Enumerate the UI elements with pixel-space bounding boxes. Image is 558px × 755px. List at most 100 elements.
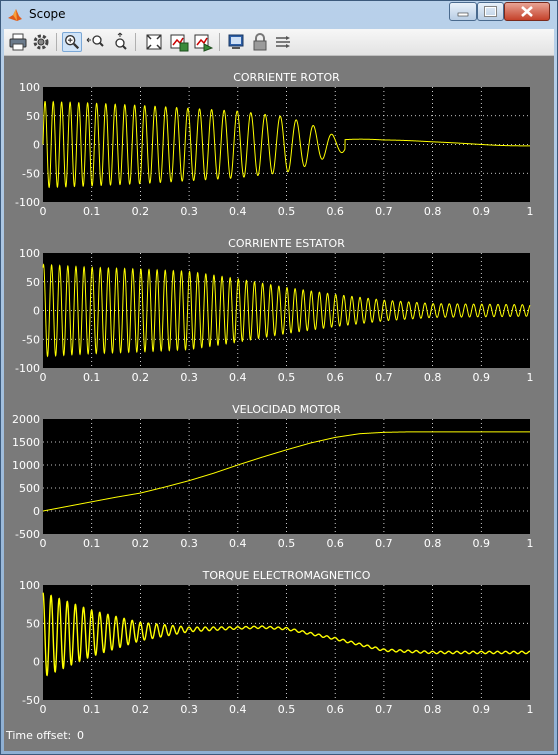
x-tick-label: 1	[527, 703, 534, 716]
x-tick-label: 0.5	[278, 703, 296, 716]
title-bar[interactable]: Scope	[1, 1, 557, 29]
x-tick-label: 0.3	[180, 703, 198, 716]
figure-area: CORRIENTE ROTOR 0 0.1 0.2 0.3 0.4 0.5 0.6 0.7 0.8…	[4, 56, 554, 751]
minimize-icon	[457, 12, 469, 17]
zoom-y-icon[interactable]	[110, 32, 130, 52]
axes-1: CORRIENTE ROTOR 0 0.1 0.2 0.3 0.4 0.5 0.6 0.7 0.8…	[15, 71, 533, 218]
x-tick-label: 0.4	[229, 703, 247, 716]
close-icon	[521, 6, 533, 17]
x-tick-label: 0.8	[424, 205, 442, 218]
zoom-x-icon[interactable]	[86, 32, 106, 52]
y-tick-label: 100	[19, 247, 40, 260]
scope-plots[interactable]: CORRIENTE ROTOR 0 0.1 0.2 0.3 0.4 0.5 0.6 0.7 0.8…	[4, 56, 554, 751]
maximize-icon	[484, 6, 497, 17]
plot-title: CORRIENTE ESTATOR	[228, 237, 345, 250]
x-tick-label: 0.4	[229, 205, 247, 218]
x-tick-label: 0.7	[375, 371, 393, 384]
y-tick-label: 50	[26, 617, 40, 630]
x-tick-label: 0.7	[375, 537, 393, 550]
y-tick-label: 100	[19, 579, 40, 592]
print-icon[interactable]	[8, 32, 28, 52]
y-tick-label: -100	[15, 196, 40, 209]
x-tick-label: 0	[40, 537, 47, 550]
zoom-icon[interactable]	[62, 32, 82, 52]
x-tick-label: 0.9	[473, 703, 491, 716]
close-button[interactable]	[504, 2, 550, 21]
toolbar	[4, 29, 554, 56]
x-tick-label: 0.9	[473, 537, 491, 550]
x-tick-label: 0.7	[375, 205, 393, 218]
x-tick-label: 0.1	[83, 537, 101, 550]
time-offset-label: Time offset:	[6, 729, 72, 742]
parameters-icon[interactable]	[31, 32, 51, 52]
x-tick-label: 1	[527, 205, 534, 218]
y-tick-label: 0	[33, 656, 40, 669]
y-tick-label: 0	[33, 505, 40, 518]
y-tick-label: 50	[26, 110, 40, 123]
x-tick-label: 0.1	[83, 371, 101, 384]
x-tick-label: 0.8	[424, 703, 442, 716]
toolbar-separator	[56, 33, 57, 51]
minimize-button[interactable]	[449, 2, 477, 21]
y-tick-label: -100	[15, 362, 40, 375]
x-tick-label: 0.7	[375, 703, 393, 716]
axes-2: CORRIENTE ESTATOR 0 0.1 0.2 0.3 0.4 0.5 0.6 0.7 0…	[15, 237, 533, 384]
y-tick-label: 50	[26, 276, 40, 289]
x-tick-label: 1	[527, 537, 534, 550]
x-tick-label: 0.2	[132, 371, 150, 384]
x-tick-label: 0.5	[278, 537, 296, 550]
x-tick-label: 0.6	[326, 703, 344, 716]
y-tick-label: 1000	[12, 459, 40, 472]
plot-title: TORQUE ELECTROMAGNETICO	[202, 569, 371, 582]
y-tick-label: -500	[15, 528, 40, 541]
x-tick-label: 0.1	[83, 205, 101, 218]
y-tick-label: 2000	[12, 413, 40, 426]
y-tick-label: -50	[22, 167, 40, 180]
restore-axes-icon[interactable]	[193, 32, 213, 52]
autoscale-icon[interactable]	[144, 32, 164, 52]
x-tick-label: 0.5	[278, 205, 296, 218]
floating-scope-icon[interactable]	[226, 32, 246, 52]
signal-trace	[42, 263, 531, 358]
y-tick-label: 1500	[12, 436, 40, 449]
x-tick-label: 0	[40, 205, 47, 218]
x-tick-label: 0.9	[473, 371, 491, 384]
x-tick-label: 0.2	[132, 205, 150, 218]
x-tick-label: 0.9	[473, 205, 491, 218]
axes-3: VELOCIDAD MOTOR 0 0.1 0.2 0.3 0.4 0.5 0.6 0.7 0.8…	[12, 403, 534, 550]
x-tick-label: 0.5	[278, 371, 296, 384]
lock-icon[interactable]	[250, 32, 270, 52]
y-tick-label: -50	[22, 333, 40, 346]
maximize-button[interactable]	[477, 2, 504, 21]
x-tick-label: 0.3	[180, 205, 198, 218]
x-tick-label: 0.3	[180, 537, 198, 550]
signal-selector-icon[interactable]	[274, 32, 294, 52]
y-tick-label: 0	[33, 305, 40, 318]
x-tick-label: 0	[40, 703, 47, 716]
x-tick-label: 0.4	[229, 537, 247, 550]
matlab-icon	[8, 9, 22, 21]
x-tick-label: 0.4	[229, 371, 247, 384]
signal-trace	[42, 592, 530, 677]
plot-title: CORRIENTE ROTOR	[233, 71, 340, 84]
y-tick-label: 100	[19, 81, 40, 94]
axes-background	[43, 87, 530, 202]
axes-background	[43, 585, 530, 700]
x-tick-label: 0.1	[83, 703, 101, 716]
x-tick-label: 0.3	[180, 371, 198, 384]
time-offset-value: 0	[77, 729, 84, 742]
y-tick-label: 0	[33, 139, 40, 152]
y-tick-label: -50	[22, 694, 40, 707]
save-axes-icon[interactable]	[169, 32, 189, 52]
x-tick-label: 0.2	[132, 537, 150, 550]
y-tick-label: 500	[19, 482, 40, 495]
signal-trace	[42, 100, 530, 189]
axes-background	[43, 419, 530, 534]
x-tick-label: 0	[40, 371, 47, 384]
x-tick-label: 0.6	[326, 205, 344, 218]
signal-trace	[42, 431, 530, 512]
x-tick-label: 0.6	[326, 537, 344, 550]
x-tick-label: 0.2	[132, 703, 150, 716]
axes-4: TORQUE ELECTROMAGNETICO 0 0.1 0.2 0.3 0.4 0.5 0…	[19, 569, 534, 716]
